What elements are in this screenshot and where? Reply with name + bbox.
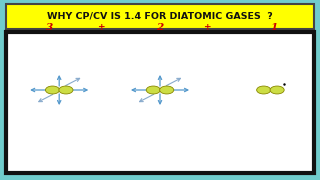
Text: +: + [203, 22, 210, 32]
Text: 2: 2 [156, 22, 164, 32]
FancyBboxPatch shape [6, 32, 314, 173]
Circle shape [160, 86, 174, 94]
Circle shape [45, 86, 60, 94]
FancyBboxPatch shape [6, 4, 314, 29]
Text: +: + [97, 22, 105, 32]
Circle shape [257, 86, 271, 94]
Text: 1: 1 [270, 22, 277, 32]
Circle shape [59, 86, 73, 94]
Text: WHY CP/CV IS 1.4 FOR DIATOMIC GASES  ?: WHY CP/CV IS 1.4 FOR DIATOMIC GASES ? [47, 12, 273, 21]
Circle shape [270, 86, 284, 94]
Text: 3: 3 [46, 22, 53, 32]
Circle shape [146, 86, 160, 94]
